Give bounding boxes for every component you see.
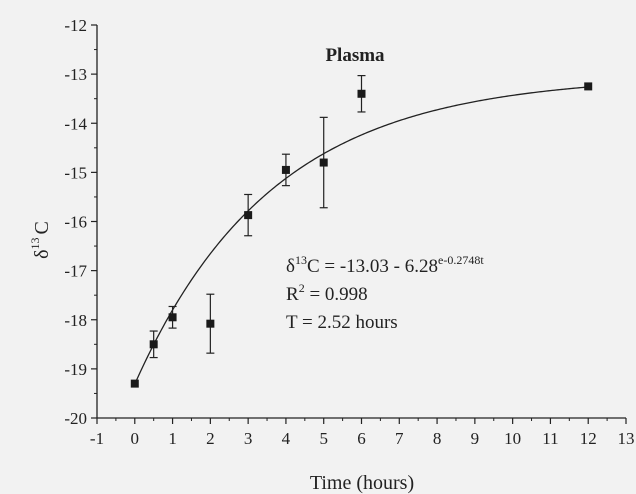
x-tick-label: 10: [504, 429, 521, 448]
y-axis-ticks: -20 -19 -18 -17 -16 -15 -14 -13 -12: [64, 16, 97, 428]
y-tick-label: -14: [64, 114, 87, 133]
data-point: [130, 379, 139, 388]
equation-body: C = -13.03 - 6.28: [307, 256, 438, 277]
equation-sup-13: 13: [295, 253, 307, 267]
x-axis-label: Time (hours): [310, 472, 414, 494]
x-tick-label: 4: [282, 429, 291, 448]
y-tick-label: -20: [64, 409, 87, 428]
x-tick-label: 5: [319, 429, 328, 448]
y-axis-label-delta: δ: [31, 249, 53, 258]
x-tick-label: 13: [618, 429, 635, 448]
data-point: [206, 319, 215, 328]
data-point: [584, 82, 593, 91]
data-point: [357, 89, 366, 98]
y-tick-label: -18: [64, 311, 87, 330]
y-tick-label: -17: [64, 262, 87, 281]
x-tick-label: 1: [168, 429, 177, 448]
data-point: [149, 340, 158, 349]
x-tick-label: 8: [433, 429, 442, 448]
x-tick-label: 11: [542, 429, 558, 448]
equation-delta: δ: [286, 256, 295, 277]
data-point: [281, 165, 290, 174]
x-tick-label: 7: [395, 429, 404, 448]
x-tick-label: -1: [90, 429, 104, 448]
y-tick-label: -16: [64, 213, 87, 232]
x-tick-label: 2: [206, 429, 215, 448]
x-tick-label: 3: [244, 429, 253, 448]
data-point: [168, 313, 177, 322]
x-tick-label: 9: [471, 429, 480, 448]
r-squared-annotation: R2 = 0.998: [286, 281, 368, 305]
x-axis-ticks: -1 0 1 2 3 4 5 6 7 8 9 10 11 12 13: [90, 418, 635, 448]
chart-title: Plasma: [325, 45, 385, 66]
fit-curve: [134, 86, 589, 385]
equation-exponent: e-0.2748t: [438, 253, 484, 267]
half-life-annotation: T = 2.52 hours: [286, 312, 398, 333]
y-axis-label-sup: 13: [28, 237, 42, 249]
y-tick-label: -13: [64, 65, 87, 84]
y-axis-label-tail: C: [31, 221, 53, 234]
data-points: [130, 82, 593, 388]
data-point: [244, 211, 253, 220]
y-tick-label: -19: [64, 360, 87, 379]
r-squared-sup: 2: [299, 281, 305, 295]
r-squared-r: R: [286, 284, 299, 305]
x-tick-label: 12: [580, 429, 597, 448]
equation-annotation: δ13C = -13.03 - 6.28e-0.2748t: [286, 253, 484, 277]
y-tick-label: -15: [64, 163, 87, 182]
data-point: [319, 158, 328, 167]
y-tick-label: -12: [64, 16, 87, 35]
r-squared-value: = 0.998: [305, 284, 368, 305]
y-axis-label: δ13 C: [28, 221, 53, 259]
x-tick-label: 0: [131, 429, 140, 448]
x-tick-label: 6: [357, 429, 366, 448]
